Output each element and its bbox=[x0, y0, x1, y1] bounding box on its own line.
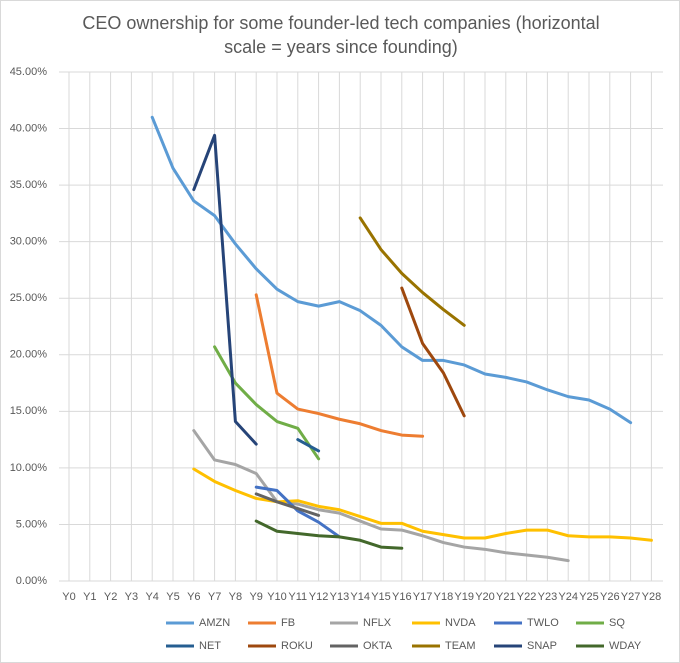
y-tick-label: 15.00% bbox=[10, 405, 48, 417]
y-tick-label: 5.00% bbox=[16, 518, 47, 530]
x-tick-label: Y3 bbox=[125, 591, 138, 603]
x-tick-label: Y5 bbox=[166, 591, 179, 603]
series-line bbox=[150, 115, 633, 425]
legend-label: NFLX bbox=[363, 617, 392, 629]
x-tick-label: Y9 bbox=[249, 591, 262, 603]
legend-label: SQ bbox=[609, 617, 625, 629]
x-tick-label: Y20 bbox=[475, 591, 495, 603]
legend-label: ROKU bbox=[281, 640, 313, 652]
x-tick-label: Y13 bbox=[330, 591, 350, 603]
y-tick-label: 40.00% bbox=[10, 122, 48, 134]
x-tick-label: Y11 bbox=[288, 591, 307, 603]
x-tick-label: Y19 bbox=[454, 591, 474, 603]
legend-label: TWLO bbox=[527, 617, 559, 629]
legend-label: TEAM bbox=[445, 640, 476, 652]
x-tick-label: Y0 bbox=[62, 591, 75, 603]
legend-label: NVDA bbox=[445, 617, 476, 629]
x-tick-label: Y2 bbox=[104, 591, 117, 603]
x-tick-label: Y22 bbox=[517, 591, 537, 603]
legend-label: SNAP bbox=[527, 640, 557, 652]
x-tick-label: Y1 bbox=[83, 591, 96, 603]
x-tick-label: Y12 bbox=[309, 591, 329, 603]
chart-title: CEO ownership for some founder-led tech … bbox=[82, 13, 600, 57]
x-tick-label: Y15 bbox=[371, 591, 391, 603]
series-line bbox=[296, 438, 321, 453]
series-line bbox=[358, 216, 466, 327]
y-tick-label: 45.00% bbox=[10, 66, 48, 78]
legend-label: AMZN bbox=[199, 617, 230, 629]
x-tick-label: Y10 bbox=[267, 591, 287, 603]
x-tick-label: Y24 bbox=[558, 591, 578, 603]
y-tick-label: 0.00% bbox=[16, 575, 47, 587]
x-tick-label: Y21 bbox=[496, 591, 516, 603]
x-tick-label: Y16 bbox=[392, 591, 412, 603]
y-tick-label: 25.00% bbox=[10, 292, 48, 304]
x-tick-label: Y18 bbox=[434, 591, 454, 603]
x-tick-label: Y7 bbox=[208, 591, 221, 603]
legend-label: FB bbox=[281, 617, 295, 629]
series-line bbox=[400, 286, 466, 418]
y-tick-label: 20.00% bbox=[10, 349, 48, 361]
legend-label: NET bbox=[199, 640, 221, 652]
x-tick-label: Y6 bbox=[187, 591, 200, 603]
x-tick-label: Y25 bbox=[579, 591, 599, 603]
y-tick-label: 30.00% bbox=[10, 236, 48, 248]
y-tick-label: 35.00% bbox=[10, 179, 48, 191]
series-line bbox=[254, 293, 425, 438]
series-line bbox=[192, 133, 258, 446]
x-tick-label: Y8 bbox=[229, 591, 242, 603]
x-tick-label: Y23 bbox=[538, 591, 558, 603]
x-tick-label: Y17 bbox=[413, 591, 433, 603]
series-line bbox=[254, 492, 321, 517]
legend-label: WDAY bbox=[609, 640, 642, 652]
x-tick-label: Y26 bbox=[600, 591, 620, 603]
x-tick-label: Y27 bbox=[621, 591, 641, 603]
series-line bbox=[254, 519, 404, 550]
x-tick-label: Y28 bbox=[642, 591, 662, 603]
legend-label: OKTA bbox=[363, 640, 393, 652]
x-tick-label: Y14 bbox=[350, 591, 370, 603]
series-line bbox=[254, 485, 341, 539]
x-tick-label: Y4 bbox=[145, 591, 158, 603]
series-line bbox=[192, 429, 570, 563]
y-tick-label: 10.00% bbox=[10, 462, 48, 474]
